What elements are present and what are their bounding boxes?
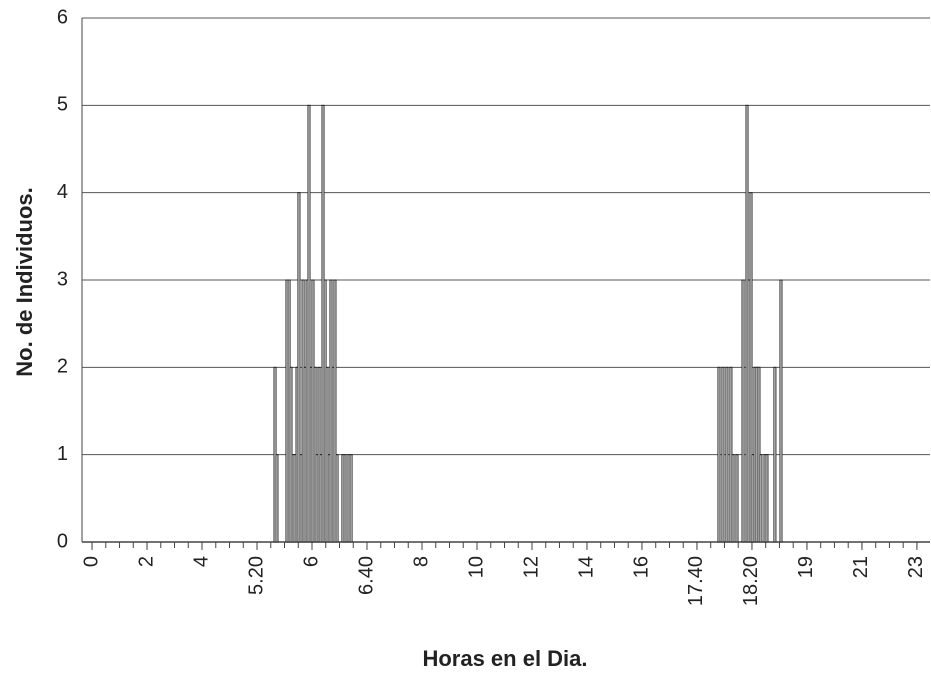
y-tick-label: 3 (57, 268, 68, 290)
bar (725, 366, 729, 543)
x-tick-label: 8 (410, 556, 432, 567)
x-tick-label: 23 (905, 556, 927, 578)
x-tick-label: 16 (630, 556, 652, 578)
bar (721, 366, 725, 543)
x-tick-label: 6.40 (355, 556, 377, 595)
x-tick-label: 0 (80, 556, 102, 567)
bar (759, 454, 763, 543)
y-tick-label: 0 (57, 530, 68, 552)
x-tick-label: 18.20 (740, 556, 762, 606)
y-tick-label: 5 (57, 94, 68, 116)
bar (343, 454, 347, 543)
x-tick-label: 10 (465, 556, 487, 578)
bar (349, 454, 353, 543)
bar (275, 454, 279, 543)
bar (307, 104, 311, 543)
y-tick-label: 4 (57, 181, 68, 203)
bar (773, 366, 777, 543)
bar (765, 454, 769, 543)
bar (741, 279, 745, 543)
bar (717, 366, 721, 543)
bar (335, 454, 339, 543)
x-tick-label: 12 (520, 556, 542, 578)
y-tick-label: 1 (57, 443, 68, 465)
x-tick-label: 4 (190, 556, 212, 567)
bar (749, 192, 753, 543)
x-tick-label: 14 (575, 556, 597, 578)
x-tick-label: 2 (135, 556, 157, 567)
x-tick-label: 17.40 (685, 556, 707, 606)
y-tick-label: 6 (57, 6, 68, 28)
bar (735, 454, 739, 543)
y-axis-title: No. de Individuos. (12, 187, 37, 376)
x-axis-title: Horas en el Dia. (422, 646, 587, 671)
x-tick-label: 19 (795, 556, 817, 578)
bar (779, 279, 783, 543)
bar (731, 454, 735, 543)
x-tick-label: 21 (850, 556, 872, 578)
x-tick-label: 5.20 (245, 556, 267, 595)
x-tick-label: 6 (300, 556, 322, 567)
bar (333, 279, 337, 543)
bar (297, 192, 301, 543)
y-tick-label: 2 (57, 356, 68, 378)
